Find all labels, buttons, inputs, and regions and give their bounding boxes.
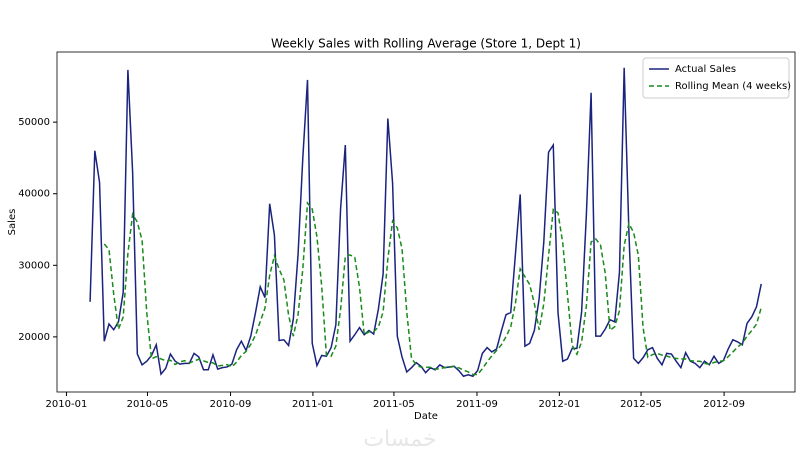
y-tick-label: 30000: [18, 260, 50, 271]
y-tick-label: 20000: [18, 332, 50, 343]
series-line: [89, 67, 762, 378]
series-line: [103, 201, 762, 376]
legend-label: Actual Sales: [675, 64, 736, 75]
plot-frame: [56, 51, 796, 393]
watermark: خمسات: [363, 427, 436, 452]
y-axis-label: Sales: [7, 209, 18, 236]
x-tick-label: 2011-01: [292, 399, 334, 410]
x-tick-label: 2010-01: [46, 399, 88, 410]
x-tick-label: 2010-05: [127, 399, 169, 410]
x-axis-label: Date: [414, 411, 438, 422]
legend-box: [642, 57, 790, 99]
legend-label: Rolling Mean (4 weeks): [675, 81, 791, 92]
y-tick-label: 50000: [18, 117, 50, 128]
x-tick-label: 2012-01: [538, 399, 580, 410]
x-tick-label: 2011-09: [456, 399, 498, 410]
x-tick-label: 2010-09: [210, 399, 252, 410]
x-tick-label: 2012-05: [620, 399, 662, 410]
x-tick-label: 2011-05: [373, 399, 415, 410]
x-tick-label: 2012-09: [703, 399, 745, 410]
y-tick-label: 40000: [18, 189, 50, 200]
chart-title: Weekly Sales with Rolling Average (Store…: [271, 37, 581, 51]
